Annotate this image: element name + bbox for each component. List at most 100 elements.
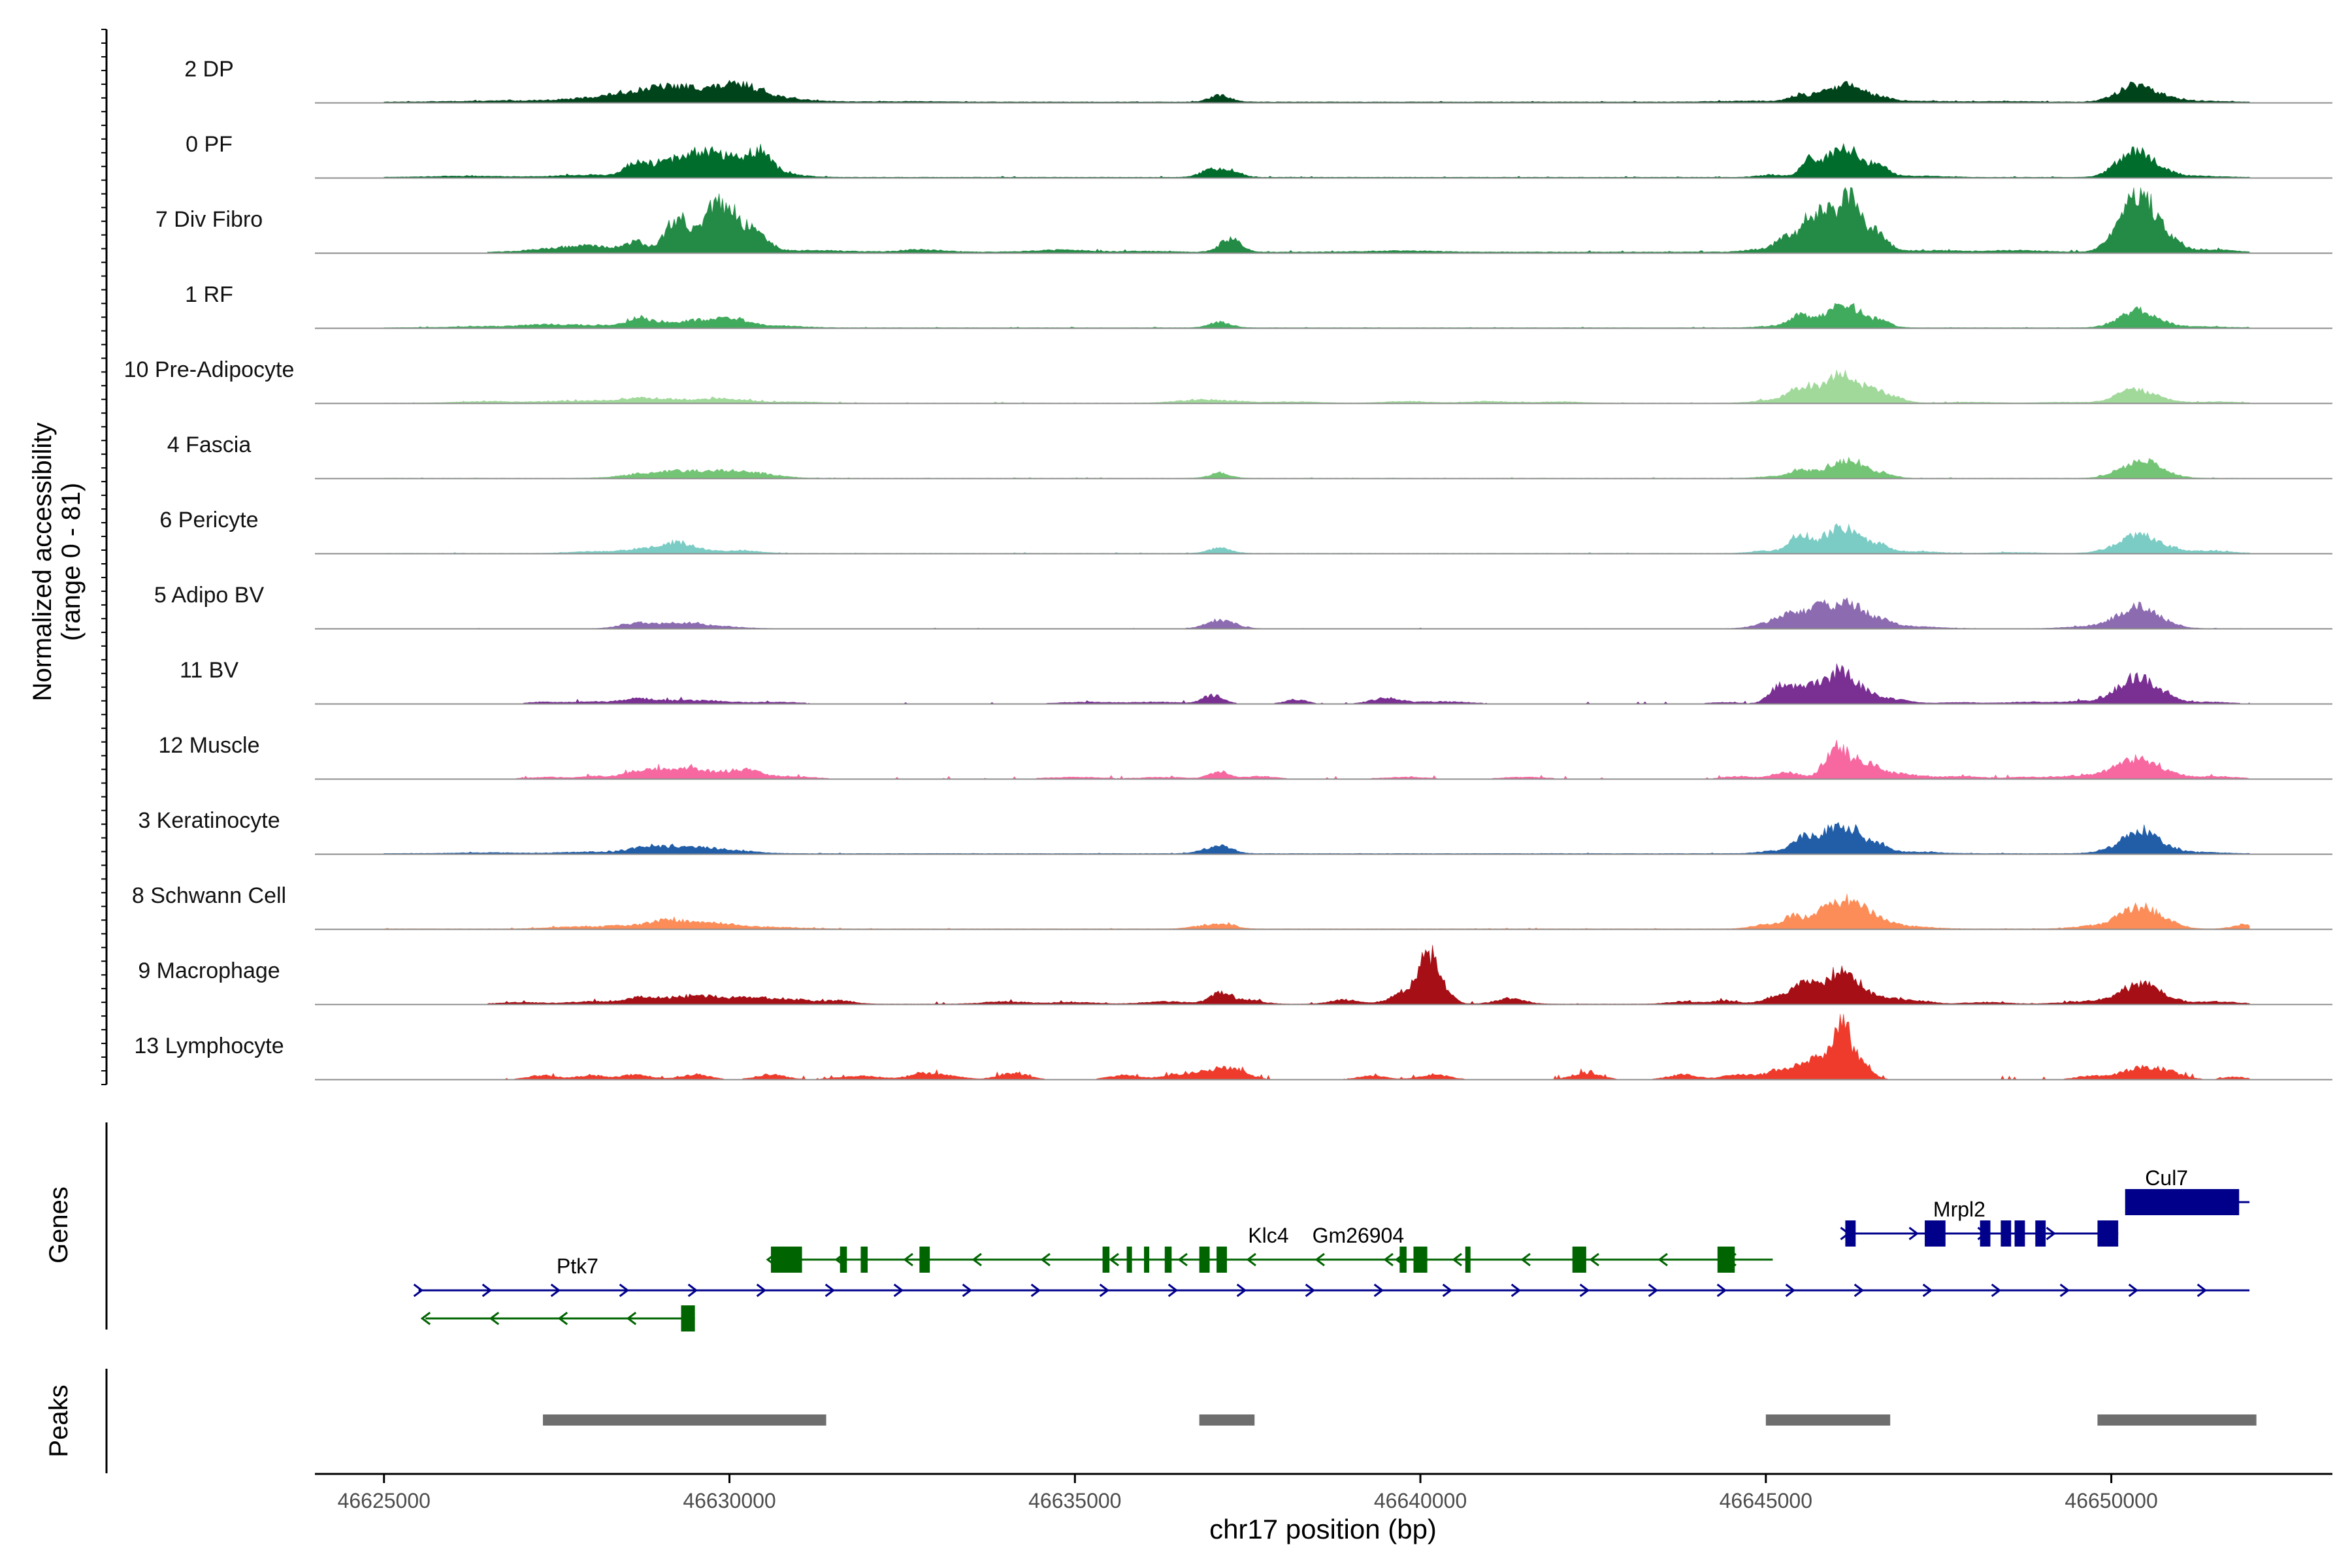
gene-exon bbox=[1217, 1247, 1227, 1273]
strand-arrow-icon bbox=[2059, 1283, 2070, 1298]
strand-arrow-icon bbox=[2046, 1226, 2056, 1241]
strand-arrow-icon bbox=[626, 1311, 637, 1326]
track-0-pf: 0 PF bbox=[186, 132, 2332, 179]
strand-arrow-icon bbox=[1168, 1283, 1179, 1298]
gene-exon bbox=[770, 1247, 802, 1273]
gene-exon bbox=[1717, 1247, 1735, 1273]
strand-arrow-icon bbox=[1315, 1252, 1325, 1267]
track-9-macrophage: 9 Macrophage bbox=[138, 945, 2332, 1005]
gene-exon bbox=[2001, 1220, 2012, 1247]
coverage-area bbox=[384, 80, 2250, 103]
track-5-adipo-bv: 5 Adipo BV bbox=[154, 583, 2332, 630]
x-tick-label: 46640000 bbox=[1374, 1489, 1467, 1512]
strand-arrow-icon bbox=[893, 1283, 904, 1298]
track-label: 12 Muscle bbox=[159, 733, 260, 758]
peaks-panel bbox=[105, 1369, 2257, 1473]
strand-arrow-icon bbox=[1716, 1283, 1727, 1298]
strand-arrow-icon bbox=[1908, 1226, 1919, 1241]
track-11-bv: 11 BV bbox=[180, 658, 2332, 705]
track-label: 6 Pericyte bbox=[159, 508, 258, 532]
y-axis-range-label: (range 0 - 81) bbox=[57, 483, 86, 641]
track-4-fascia: 4 Fascia bbox=[167, 433, 2332, 480]
peaks-panel-label: Peaks bbox=[44, 1384, 73, 1457]
gene-label: Ptk7 bbox=[557, 1254, 598, 1278]
gene-exon bbox=[840, 1247, 847, 1273]
strand-arrow-icon bbox=[1030, 1283, 1041, 1298]
coverage-area bbox=[384, 523, 2250, 554]
strand-arrow-icon bbox=[687, 1283, 698, 1298]
coverage-area bbox=[487, 1013, 2250, 1080]
gene-klc4: Klc4 bbox=[766, 1224, 1773, 1273]
track-13-lymphocyte: 13 Lymphocyte bbox=[134, 1013, 2332, 1081]
strand-arrow-icon bbox=[1177, 1252, 1188, 1267]
gene-mrpl2: Mrpl2 bbox=[1840, 1198, 2119, 1247]
strand-arrow-icon bbox=[413, 1283, 424, 1298]
gene-gm26904: Gm26904 bbox=[1313, 1224, 1414, 1273]
gene-unlabeled bbox=[420, 1305, 695, 1331]
coverage-area bbox=[384, 369, 2250, 404]
coverage-area bbox=[487, 740, 2250, 779]
strand-arrow-icon bbox=[1442, 1283, 1453, 1298]
gene-exon bbox=[681, 1305, 695, 1331]
track-label: 2 DP bbox=[184, 57, 234, 82]
track-label: 13 Lymphocyte bbox=[134, 1034, 284, 1058]
gene-exon bbox=[1144, 1247, 1150, 1273]
gene-exon bbox=[860, 1247, 868, 1273]
strand-arrow-icon bbox=[903, 1252, 913, 1267]
strand-arrow-icon bbox=[756, 1283, 767, 1298]
gene-ptk7: Ptk7 bbox=[413, 1254, 2250, 1298]
gene-exon bbox=[1925, 1220, 1946, 1247]
coverage-area bbox=[487, 945, 2250, 1005]
gene-exon bbox=[1126, 1247, 1132, 1273]
strand-arrow-icon bbox=[972, 1252, 982, 1267]
coverage-area bbox=[384, 456, 2250, 479]
track-label: 1 RF bbox=[185, 282, 233, 307]
strand-arrow-icon bbox=[557, 1311, 568, 1326]
track-12-muscle: 12 Muscle bbox=[159, 733, 2332, 780]
track-7-div-fibro: 7 Div Fibro bbox=[155, 187, 2332, 254]
strand-arrow-icon bbox=[1040, 1252, 1051, 1267]
track-label: 3 Keratinocyte bbox=[138, 808, 280, 833]
coverage-area bbox=[384, 893, 2250, 930]
gene-exon bbox=[1845, 1220, 1856, 1247]
strand-arrow-icon bbox=[1785, 1283, 1796, 1298]
gene-label: Cul7 bbox=[2145, 1166, 2188, 1190]
track-label: 9 Macrophage bbox=[138, 958, 280, 983]
strand-arrow-icon bbox=[1991, 1283, 2002, 1298]
peak-region bbox=[1199, 1414, 1255, 1426]
strand-arrow-icon bbox=[2128, 1283, 2139, 1298]
coverage-area bbox=[384, 142, 2250, 178]
strand-arrow-icon bbox=[1452, 1252, 1462, 1267]
gene-exon bbox=[1399, 1247, 1407, 1273]
gene-exon bbox=[2125, 1189, 2240, 1215]
strand-arrow-icon bbox=[619, 1283, 630, 1298]
gene-exon bbox=[2097, 1220, 2119, 1247]
coverage-area bbox=[384, 597, 2250, 629]
gene-exon bbox=[1980, 1220, 1991, 1247]
gene-label: Klc4 bbox=[1248, 1224, 1288, 1247]
strand-arrow-icon bbox=[1305, 1283, 1316, 1298]
gene-cul7: Cul7 bbox=[2125, 1166, 2250, 1215]
strand-arrow-icon bbox=[1520, 1252, 1531, 1267]
strand-arrow-icon bbox=[1246, 1252, 1256, 1267]
genes-panel: Cul7 Mrpl2 Klc4 Gm26904 Ptk7 bbox=[105, 1122, 2250, 1331]
coverage-area bbox=[487, 663, 2250, 704]
strand-arrow-icon bbox=[1236, 1283, 1247, 1298]
x-tick-label: 46650000 bbox=[2065, 1489, 2157, 1512]
gene-label: Gm26904 bbox=[1313, 1224, 1405, 1247]
gene-exon bbox=[919, 1247, 930, 1273]
strand-arrow-icon bbox=[1922, 1283, 1933, 1298]
track-3-keratinocyte: 3 Keratinocyte bbox=[138, 808, 2332, 855]
track-label: 11 BV bbox=[180, 658, 238, 683]
strand-arrow-icon bbox=[1579, 1283, 1590, 1298]
strand-arrow-icon bbox=[1648, 1283, 1659, 1298]
gene-exon bbox=[1413, 1247, 1428, 1273]
gene-exon bbox=[1199, 1247, 1210, 1273]
peak-region bbox=[1765, 1414, 1891, 1426]
peak-region bbox=[2097, 1414, 2257, 1426]
gene-exon bbox=[2014, 1220, 2025, 1247]
strand-arrow-icon bbox=[1109, 1252, 1119, 1267]
track-6-pericyte: 6 Pericyte bbox=[159, 508, 2332, 555]
strand-arrow-icon bbox=[489, 1311, 500, 1326]
